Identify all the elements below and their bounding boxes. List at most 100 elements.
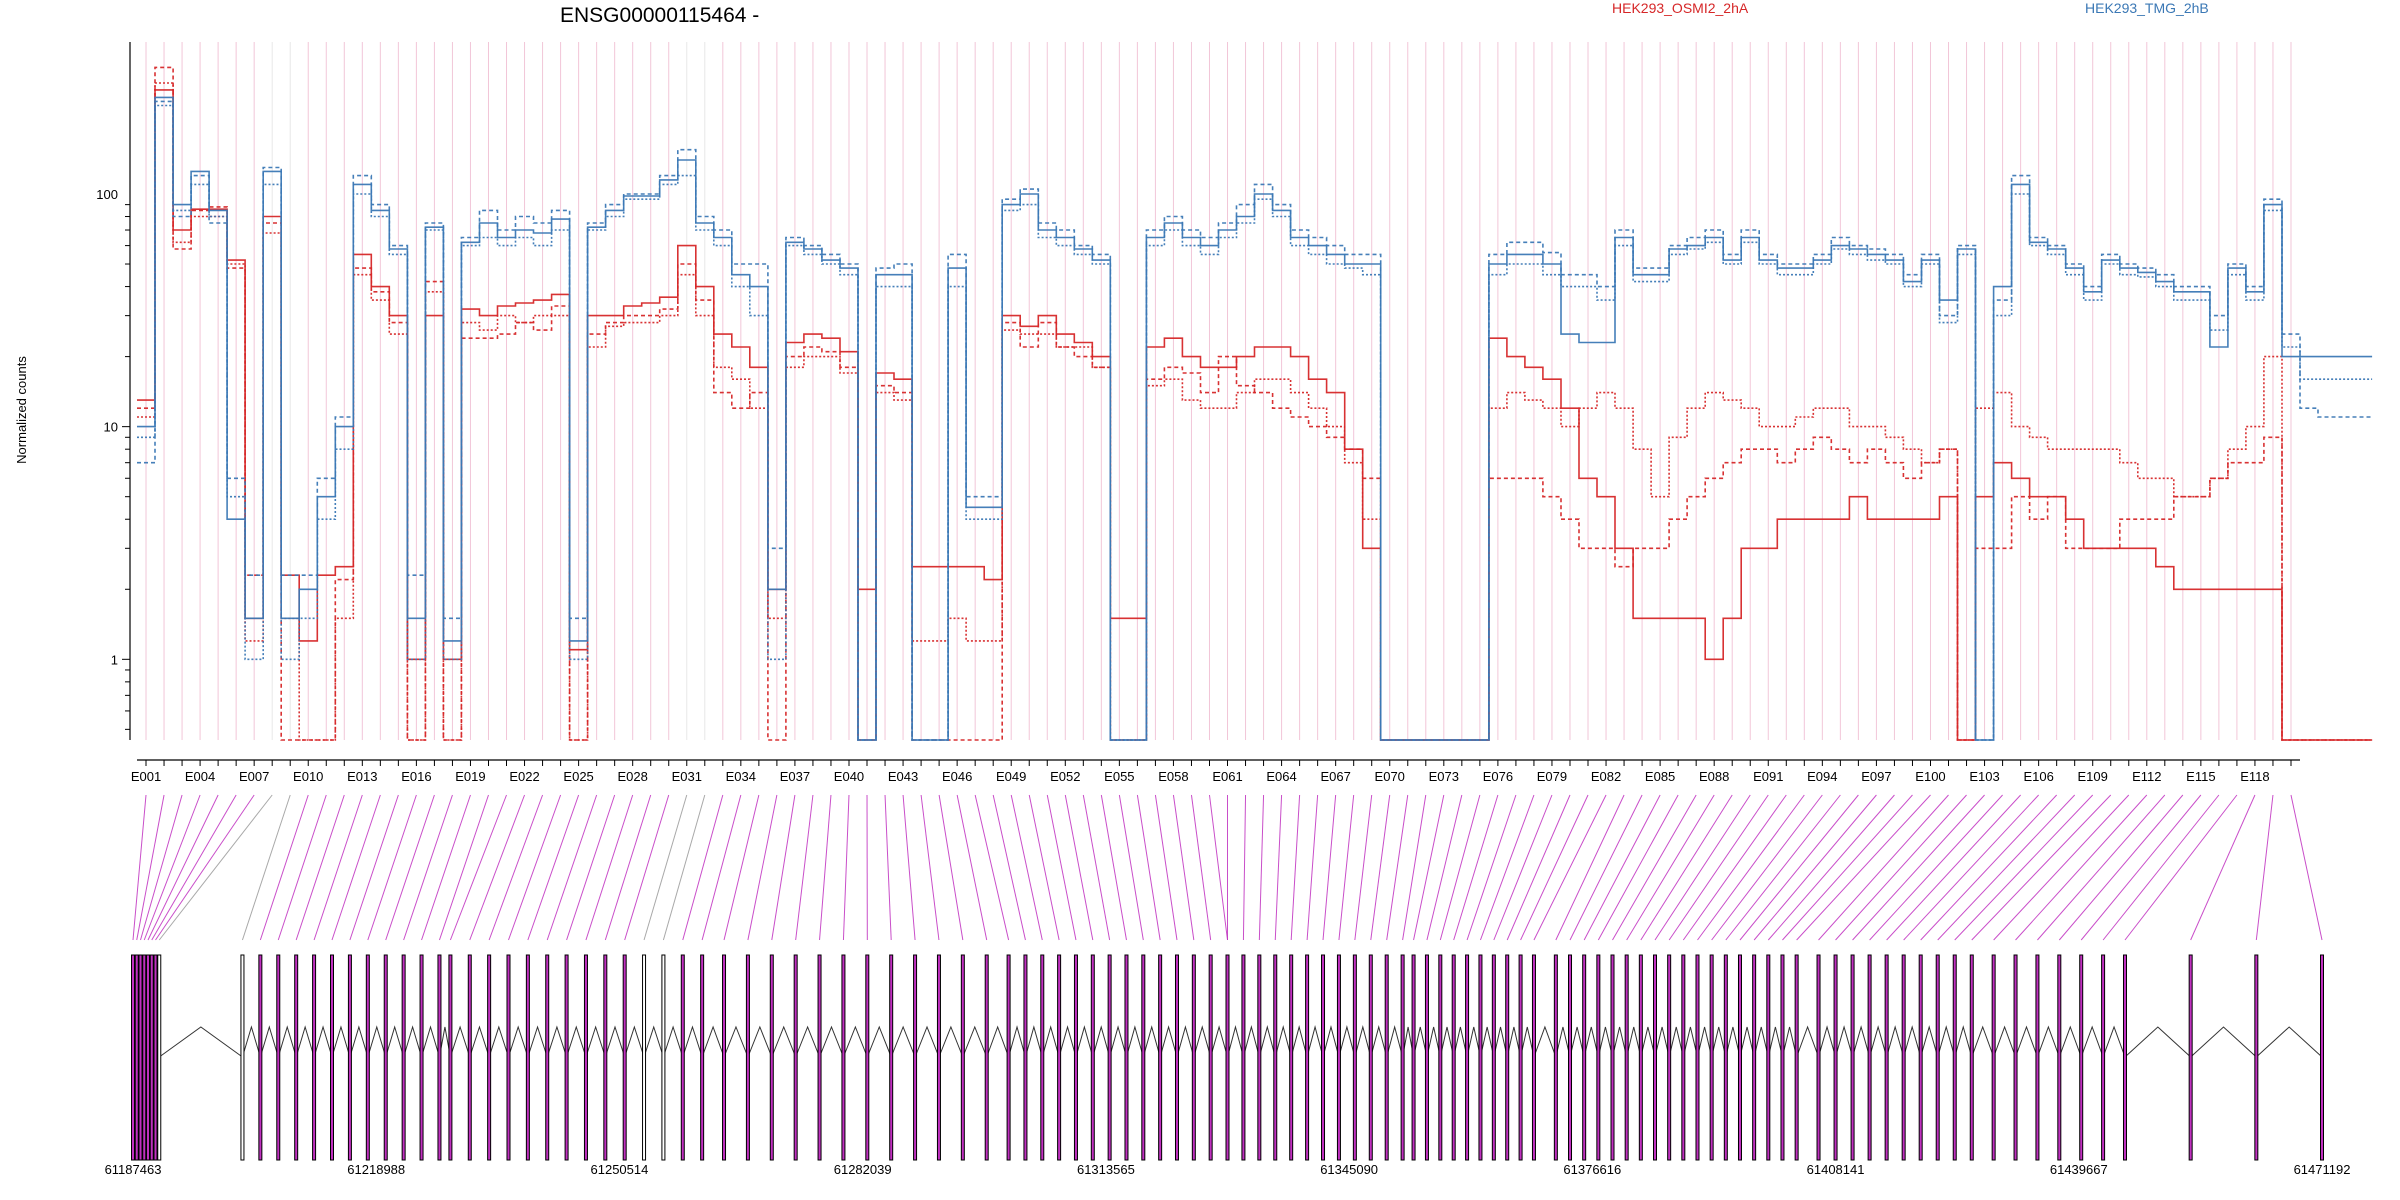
exon-tick-label: E052 — [1050, 769, 1080, 784]
connector-exon-60 — [1208, 794, 1228, 941]
exon-tick-label: E100 — [1915, 769, 1945, 784]
connector-exon-72 — [1402, 794, 1427, 941]
exon-box-119 — [2254, 954, 2259, 1161]
connector-exon-97 — [1753, 794, 1877, 941]
connector-exon-36 — [747, 794, 778, 941]
connector-exon-54 — [1100, 794, 1127, 941]
exon-box-103 — [1850, 954, 1855, 1161]
connector-exon-98 — [1767, 794, 1895, 941]
exon-box-74 — [1424, 954, 1429, 1161]
intron-75 — [1439, 1026, 1455, 1058]
genomic-tick-label: 61218988 — [347, 1162, 405, 1177]
intron-61 — [1227, 1025, 1244, 1058]
intron-103 — [1852, 1025, 1871, 1058]
intron-13 — [313, 1025, 333, 1058]
exon-box-31 — [642, 954, 647, 1161]
connector-exon-23 — [488, 794, 544, 941]
intron-78 — [1479, 1026, 1495, 1058]
exon-box-7 — [153, 954, 158, 1161]
exon-box-61 — [1225, 954, 1230, 1161]
connector-exon-91 — [1668, 794, 1769, 941]
connector-exon-58 — [1172, 794, 1195, 941]
intron-56 — [1159, 1025, 1178, 1058]
intron-33 — [682, 1025, 703, 1058]
exon-box-42 — [889, 954, 894, 1161]
connector-exon-21 — [449, 794, 507, 941]
connector-exon-48 — [992, 794, 1026, 941]
intron-42 — [890, 1025, 916, 1058]
exon-box-85 — [1582, 954, 1587, 1161]
exon-box-49 — [1040, 954, 1045, 1161]
connector-exon-85 — [1583, 794, 1661, 941]
genomic-tick-label: 61345090 — [1320, 1162, 1378, 1177]
exon-box-11 — [276, 954, 281, 1161]
exon-box-114 — [2057, 954, 2062, 1161]
connector-exon-55 — [1118, 794, 1144, 941]
exon-axis: E001 E004 E007 E010 E013 E016 E019 E022 E025 E028… — [131, 759, 2300, 784]
exon-tick-label: E106 — [2023, 769, 2053, 784]
connector-exon-16 — [367, 794, 417, 941]
intron-51 — [1075, 1025, 1094, 1058]
exon-box-48 — [1023, 954, 1028, 1161]
exon-box-3 — [138, 954, 143, 1161]
connector-exon-11 — [277, 794, 327, 941]
intron-59 — [1210, 1025, 1228, 1058]
exon-tick-label: E022 — [509, 769, 539, 784]
connector-exon-53 — [1082, 794, 1111, 941]
series-line-hek293-osmi2-2ha-rep3 — [137, 89, 2373, 741]
intron-107 — [1920, 1025, 1939, 1058]
exon-box-47 — [1006, 954, 1011, 1161]
intron-71 — [1386, 1025, 1404, 1058]
exon-box-34 — [700, 954, 705, 1161]
exon-box-10 — [258, 954, 263, 1161]
connector-exon-64 — [1274, 794, 1283, 941]
exon-box-46 — [984, 954, 989, 1161]
intron-79 — [1493, 1026, 1508, 1058]
intron-38 — [795, 1025, 821, 1058]
connector-exon-46 — [956, 794, 988, 941]
exon-box-111 — [1991, 954, 1996, 1161]
exon-box-18 — [401, 954, 406, 1161]
exon-box-41 — [865, 954, 870, 1161]
exon-box-8 — [157, 954, 162, 1161]
exon-box-71 — [1384, 954, 1389, 1161]
connector-exon-10 — [259, 794, 309, 941]
connector-exon-65 — [1290, 794, 1301, 941]
exon-box-92 — [1681, 954, 1686, 1161]
exon-box-95 — [1723, 954, 1728, 1161]
exon-box-5 — [146, 954, 151, 1161]
intron-54 — [1125, 1025, 1144, 1058]
exon-tick-label: E088 — [1699, 769, 1729, 784]
exon-box-94 — [1709, 954, 1714, 1161]
connector-exon-59 — [1190, 794, 1212, 941]
intron-16 — [367, 1025, 387, 1058]
connector-exon-43 — [902, 794, 916, 941]
intron-45 — [962, 1025, 988, 1058]
connector-exon-93 — [1697, 794, 1805, 941]
exon-box-24 — [506, 954, 511, 1161]
intron-85 — [1583, 1026, 1599, 1058]
exon-box-93 — [1695, 954, 1700, 1161]
exon-box-97 — [1752, 954, 1757, 1161]
exon-box-19 — [419, 954, 424, 1161]
connector-exon-29 — [604, 794, 652, 941]
exon-box-39 — [817, 954, 822, 1161]
exon-box-1 — [131, 954, 135, 1161]
intron-113 — [2036, 1025, 2060, 1058]
connector-exon-79 — [1493, 794, 1553, 941]
intron-65 — [1290, 1025, 1308, 1058]
connector-exon-94 — [1711, 794, 1823, 941]
connector-exon-7 — [155, 794, 255, 941]
intron-92 — [1682, 1026, 1698, 1058]
exon-tick-label: E091 — [1753, 769, 1783, 784]
connector-exon-57 — [1154, 794, 1178, 941]
intron-23 — [488, 1025, 509, 1058]
intron-46 — [986, 1025, 1010, 1058]
connector-exon-14 — [331, 794, 381, 941]
exon-tick-label: E001 — [131, 769, 161, 784]
exon-box-83 — [1553, 954, 1558, 1161]
exon-box-9 — [240, 954, 245, 1161]
intron-95 — [1725, 1026, 1741, 1058]
exon-box-79 — [1491, 954, 1496, 1161]
